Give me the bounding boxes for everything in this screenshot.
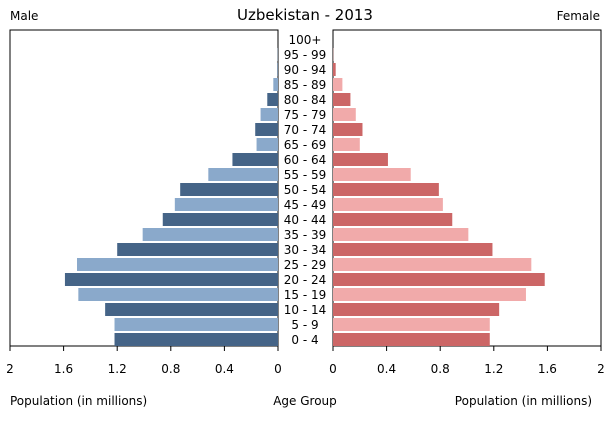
age-group-label: 20 - 24 <box>284 273 327 287</box>
right-tick-label: 0 <box>329 362 337 376</box>
left-x-axis-label: Population (in millions) <box>10 394 147 408</box>
left-axis-ticks: 2 1.6 1.2 0.8 0.4 0 <box>6 346 282 376</box>
age-group-label: 0 - 4 <box>291 333 318 347</box>
age-group-label: 100+ <box>289 33 322 47</box>
age-group-label: 65 - 69 <box>284 138 327 152</box>
female-bar <box>333 138 360 151</box>
female-bar <box>333 183 439 196</box>
male-bar <box>174 198 278 211</box>
left-tick-label: 0 <box>274 362 282 376</box>
left-tick-label: 0.8 <box>161 362 180 376</box>
male-bar <box>232 153 278 166</box>
right-side-label: Female <box>557 9 600 23</box>
right-tick-label: 1.6 <box>538 362 557 376</box>
right-tick-label: 1.2 <box>484 362 503 376</box>
age-group-label: 80 - 84 <box>284 93 327 107</box>
male-bar <box>142 228 278 241</box>
left-side-label: Male <box>10 9 38 23</box>
female-bar <box>333 153 388 166</box>
female-bar <box>333 198 443 211</box>
male-bar <box>162 213 278 226</box>
right-tick-label: 0.4 <box>377 362 396 376</box>
right-tick-label: 2 <box>597 362 605 376</box>
female-bar <box>333 78 343 91</box>
female-bar <box>333 288 526 301</box>
female-bar <box>333 258 532 271</box>
male-bar <box>255 123 278 136</box>
age-group-label: 45 - 49 <box>284 198 327 212</box>
female-bar <box>333 273 545 286</box>
male-bar <box>277 63 278 76</box>
female-bar <box>333 333 490 346</box>
age-group-label: 95 - 99 <box>284 48 327 62</box>
age-group-label: 70 - 74 <box>284 123 327 137</box>
age-group-label: 30 - 34 <box>284 243 327 257</box>
age-group-label: 55 - 59 <box>284 168 327 182</box>
center-axis-label: Age Group <box>273 394 337 408</box>
age-group-label: 10 - 14 <box>284 303 327 317</box>
age-group-label: 50 - 54 <box>284 183 327 197</box>
age-group-label: 15 - 19 <box>284 288 327 302</box>
age-group-label: 75 - 79 <box>284 108 327 122</box>
male-bar <box>114 318 279 331</box>
right-x-axis-label: Population (in millions) <box>455 394 592 408</box>
male-bar <box>77 258 278 271</box>
female-bar <box>333 108 356 121</box>
female-bar <box>333 318 490 331</box>
female-bar <box>333 228 469 241</box>
age-group-label: 25 - 29 <box>284 258 327 272</box>
male-bars <box>64 48 279 346</box>
male-bar <box>114 333 279 346</box>
chart-title: Uzbekistan - 2013 <box>237 6 373 24</box>
female-bar <box>333 303 500 316</box>
male-bar <box>78 288 278 301</box>
left-tick-label: 2 <box>6 362 14 376</box>
female-bar <box>333 213 453 226</box>
male-bar <box>273 78 278 91</box>
age-group-label: 85 - 89 <box>284 78 327 92</box>
female-bars <box>333 48 545 346</box>
age-group-label: 35 - 39 <box>284 228 327 242</box>
age-group-label: 40 - 44 <box>284 213 327 227</box>
female-bar <box>333 168 411 181</box>
male-bar <box>117 243 278 256</box>
left-tick-label: 1.2 <box>108 362 127 376</box>
age-group-label: 5 - 9 <box>291 318 318 332</box>
male-bar <box>64 273 278 286</box>
age-group-label: 90 - 94 <box>284 63 327 77</box>
male-bar <box>260 108 278 121</box>
female-bar <box>333 243 493 256</box>
right-axis-ticks: 0 0.4 0.8 1.2 1.6 2 <box>329 346 605 376</box>
female-bar <box>333 123 363 136</box>
female-bar <box>333 93 351 106</box>
male-bar <box>208 168 278 181</box>
female-bar <box>333 63 336 76</box>
male-bar <box>256 138 278 151</box>
left-tick-label: 1.6 <box>54 362 73 376</box>
left-tick-label: 0.4 <box>215 362 234 376</box>
right-tick-label: 0.8 <box>431 362 450 376</box>
age-group-label: 60 - 64 <box>284 153 327 167</box>
male-bar <box>180 183 278 196</box>
male-bar <box>267 93 278 106</box>
male-bar <box>105 303 278 316</box>
